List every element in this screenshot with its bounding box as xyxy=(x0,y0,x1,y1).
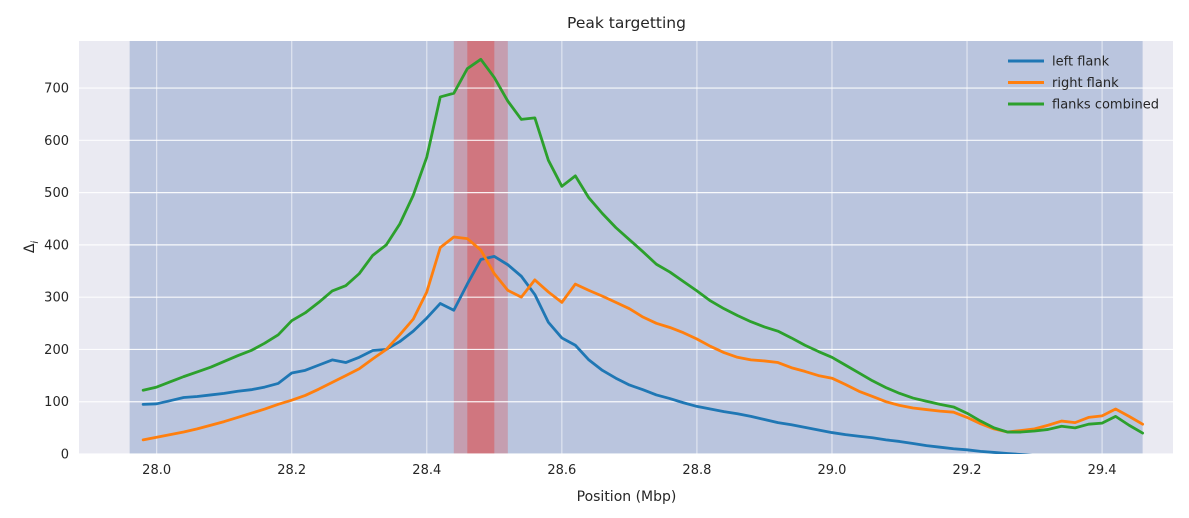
y-tick-label: 300 xyxy=(44,291,69,306)
y-tick-labels: 0 100 200 300 400 500 600 700 xyxy=(44,82,69,463)
series-line-flanks-combined xyxy=(141,57,1145,435)
y-tick-label: 400 xyxy=(44,238,69,253)
x-tick-label: 28.2 xyxy=(277,463,306,478)
y-tick-label: 200 xyxy=(44,343,69,358)
plot-background xyxy=(79,41,1173,454)
x-tick-label: 29.2 xyxy=(953,463,982,478)
y-axis-label: Δi xyxy=(22,241,41,254)
x-tick-label: 28.6 xyxy=(547,463,576,478)
region-peak-outer xyxy=(453,41,508,454)
series-line-left-flank xyxy=(141,254,1033,454)
x-axis-label: Position (Mbp) xyxy=(577,489,677,505)
series-line-right-flank xyxy=(141,235,1145,442)
x-tick-labels: 28.0 28.2 28.4 28.6 28.8 29.0 29.2 29.4 xyxy=(142,463,1116,478)
legend-label: left flank xyxy=(1052,55,1110,70)
chart-title: Peak targetting xyxy=(567,14,686,32)
legend-label: flanks combined xyxy=(1052,98,1159,113)
x-tick-label: 28.4 xyxy=(412,463,441,478)
y-tick-label: 700 xyxy=(44,82,69,97)
y-tick-label: 100 xyxy=(44,395,69,410)
legend-label: right flank xyxy=(1052,76,1119,91)
y-tick-label: 500 xyxy=(44,186,69,201)
y-tick-label: 0 xyxy=(61,448,69,463)
region-peak-inner xyxy=(467,41,495,454)
x-tick-label: 29.0 xyxy=(817,463,846,478)
x-tick-label: 28.8 xyxy=(682,463,711,478)
y-tick-label: 600 xyxy=(44,134,69,149)
x-tick-label: 29.4 xyxy=(1088,463,1117,478)
x-tick-label: 28.0 xyxy=(142,463,171,478)
legend: left flank right flank flanks combined xyxy=(1008,55,1159,113)
y-axis-label-main: Δ xyxy=(22,243,38,253)
series-lines xyxy=(141,57,1145,454)
grid-lines xyxy=(79,41,1173,455)
y-axis-label-subscript: i xyxy=(30,241,41,244)
